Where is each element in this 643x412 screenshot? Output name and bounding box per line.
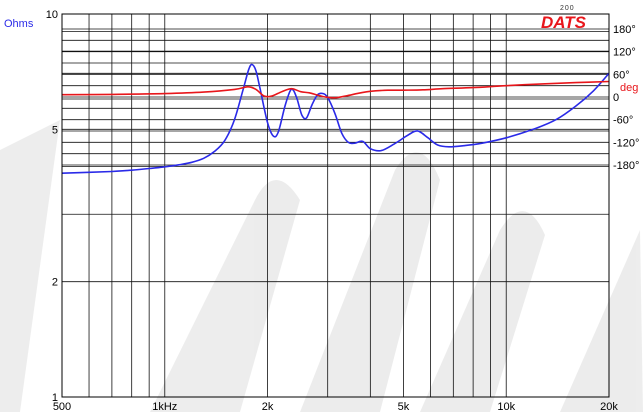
y-axis-label: Ohms: [4, 18, 34, 30]
watermark-shape-0: [0, 120, 60, 412]
y2-tick-label: 60°: [613, 69, 630, 81]
grid-lines: [61, 13, 610, 398]
y-tick-label: 2: [52, 277, 58, 289]
x-tick-label: 2k: [262, 401, 274, 412]
y-tick-label: 10: [46, 9, 58, 21]
watermark-shape-1: [150, 180, 300, 412]
impedance-curve: [61, 63, 610, 174]
logo-dats: DATS: [541, 13, 587, 32]
x-tick-label: 5k: [398, 401, 410, 412]
y2-tick-label: -180°: [613, 160, 639, 172]
data-curves: [61, 63, 610, 174]
phase-curve: [61, 80, 610, 99]
y2-tick-label: 180°: [613, 24, 636, 36]
y2-tick-label: 0: [613, 92, 619, 104]
logo-superscript: 200: [560, 5, 575, 12]
y2-tick-label: -120°: [613, 137, 639, 149]
y2-tick-label: -60°: [613, 115, 633, 127]
x-tick-label: 1kHz: [152, 401, 177, 412]
watermark-shape-4: [560, 230, 643, 412]
y2-axis-label: deg: [620, 82, 638, 94]
x-tick-label: 20k: [600, 401, 618, 412]
y-tick-labels: 1 2 5 10: [46, 9, 58, 404]
x-tick-labels: 500 1kHz 2k 5k 10k 20k: [53, 401, 619, 412]
y-tick-label: 5: [52, 124, 58, 136]
y2-tick-labels: 180° 120° 60° 0 -60° -120° -180°: [613, 24, 639, 172]
x-tick-label: 500: [53, 401, 71, 412]
y-tick-label: 1: [52, 392, 58, 404]
watermark-shape-3: [420, 211, 545, 412]
plot-frame: [61, 13, 610, 398]
x-tick-label: 10k: [497, 401, 515, 412]
y2-tick-label: 120°: [613, 47, 636, 59]
